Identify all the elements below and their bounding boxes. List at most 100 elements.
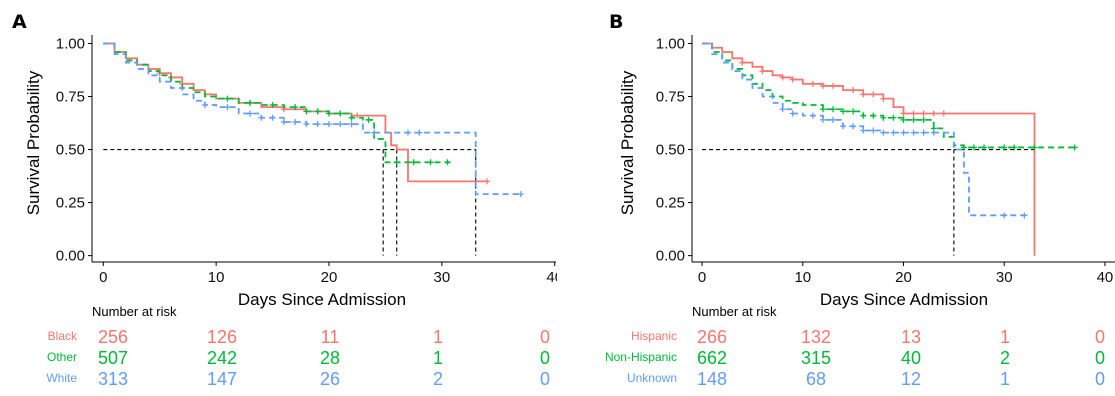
risk-count: 507 (98, 348, 128, 368)
censor-mark (890, 114, 897, 121)
censor-mark (971, 144, 977, 151)
survival-panel-b: B 0.00 0.25 0.50 0.75 1.00 0 10 20 30 40 Days Sin… (597, 0, 1115, 396)
censor-mark (860, 91, 867, 98)
risk-group-label: Black (48, 329, 78, 343)
x-tick-label: 40 (546, 269, 557, 286)
survival-curve-3 (702, 42, 1025, 217)
censor-mark (348, 114, 355, 121)
censor-mark (314, 121, 321, 128)
censor-mark (371, 129, 378, 136)
censor-mark (870, 112, 877, 119)
censor-mark (247, 110, 253, 117)
risk-count: 0 (540, 369, 550, 389)
risk-count: 28 (320, 348, 340, 368)
y-tick-label: 0.25 (656, 195, 685, 212)
censor-mark (224, 104, 231, 111)
censor-mark (1001, 212, 1008, 219)
censor-mark (900, 129, 907, 136)
risk-count: 256 (98, 327, 128, 347)
y-tick-label: 0.00 (656, 248, 685, 265)
censor-mark (850, 87, 857, 94)
censor-mark (326, 121, 332, 128)
risk-count: 148 (697, 369, 727, 389)
censor-mark (860, 112, 867, 119)
y-tick-label: 0.50 (656, 142, 685, 159)
censor-mark (910, 110, 917, 117)
risk-count: 0 (1095, 348, 1105, 368)
censor-mark (410, 159, 417, 166)
x-tick-label: 30 (434, 269, 451, 286)
x-axis-title: Days Since Admission (238, 290, 406, 309)
censor-mark (920, 116, 927, 123)
censor-mark (292, 104, 299, 111)
censor-mark (809, 112, 816, 119)
censor-mark (890, 129, 897, 136)
censor-mark (405, 129, 411, 136)
censor-mark (337, 110, 344, 117)
risk-group-label: Other (47, 350, 77, 364)
censor-mark (348, 121, 355, 128)
censor-mark (850, 123, 857, 130)
censor-mark (365, 116, 372, 123)
risk-count: 26 (320, 369, 340, 389)
survival-curve-2 (103, 42, 454, 164)
censor-mark (930, 110, 937, 117)
risk-table-title: Number at risk (92, 304, 177, 319)
censor-mark (292, 118, 299, 125)
risk-count: 266 (697, 327, 727, 347)
risk-count: 40 (901, 348, 921, 368)
risk-count: 132 (801, 327, 831, 347)
censor-mark (850, 108, 857, 115)
censor-mark (789, 76, 796, 83)
censor-mark (759, 68, 766, 75)
censor-mark (1071, 144, 1078, 151)
censor-mark (940, 110, 947, 117)
risk-count: 13 (901, 327, 921, 347)
risk-count: 0 (540, 327, 550, 347)
risk-count: 0 (540, 348, 550, 368)
risk-count: 242 (207, 348, 237, 368)
risk-count: 0 (1095, 327, 1105, 347)
risk-table: Hispanic 266 132 13 1 0 Non-Hispanic 662 315 40 2 0… (605, 327, 1105, 389)
plot-area: 0.00 0.25 0.50 0.75 1.00 0 10 20 30 40 (56, 35, 557, 286)
censor-mark (303, 121, 310, 128)
risk-count: 147 (207, 369, 237, 389)
censor-mark (1001, 144, 1008, 151)
censor-mark (830, 106, 836, 113)
censor-mark (269, 102, 276, 109)
censor-mark (269, 114, 276, 121)
censor-mark (880, 114, 887, 121)
x-tick-label: 30 (996, 269, 1013, 286)
censor-mark (1021, 212, 1028, 219)
risk-group-label: Unknown (627, 371, 677, 385)
risk-count: 2 (433, 369, 443, 389)
censor-mark (789, 110, 796, 117)
censor-mark (444, 159, 451, 166)
x-tick-label: 10 (208, 269, 225, 286)
y-tick-label: 0.25 (56, 195, 85, 212)
censor-mark (427, 159, 434, 166)
risk-count: 12 (901, 369, 921, 389)
censor-mark (819, 116, 826, 123)
censor-mark (779, 106, 786, 113)
censor-mark (910, 116, 917, 123)
censor-mark (920, 110, 927, 117)
x-tick-label: 20 (321, 269, 338, 286)
censor-mark (870, 91, 877, 98)
censor-mark (393, 159, 400, 166)
y-tick-label: 0.50 (56, 142, 85, 159)
censor-mark (1011, 144, 1018, 151)
censor-mark (224, 95, 231, 102)
censor-mark (830, 82, 836, 89)
risk-count: 2 (1000, 348, 1010, 368)
censor-mark (819, 106, 826, 113)
risk-table-title: Number at risk (692, 304, 777, 319)
survival-curve-3 (103, 42, 521, 196)
censor-mark (337, 121, 344, 128)
y-tick-label: 0.00 (56, 248, 85, 265)
censor-mark (517, 191, 524, 198)
risk-count: 126 (207, 327, 237, 347)
censor-mark (201, 102, 208, 109)
risk-count: 11 (321, 327, 340, 347)
